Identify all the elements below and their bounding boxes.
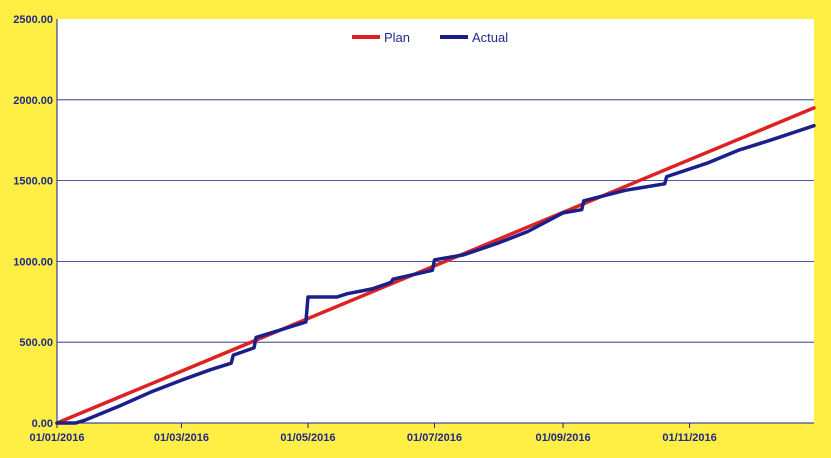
x-tick-label: 01/11/2016: [662, 432, 716, 444]
legend: Plan Actual: [352, 30, 508, 45]
series-line-actual: [55, 123, 816, 425]
legend-label-plan: Plan: [384, 30, 410, 45]
y-tick-label: 500.00: [19, 337, 53, 349]
y-tick-labels: 0.00 500.00 1000.00 1500.00 2000.00 2500.00: [13, 14, 53, 430]
series-line-plan: [55, 106, 816, 425]
x-tick-label: 01/03/2016: [154, 432, 209, 444]
plot-area: [57, 19, 814, 423]
gridlines: [57, 99, 814, 343]
x-tick-labels: 01/01/2016 01/03/2016 01/05/2016 01/07/2016…: [29, 423, 717, 444]
x-tick-label: 01/07/2016: [407, 432, 462, 444]
y-tick-label: 2000.00: [13, 95, 53, 107]
x-tick-label: 01/01/2016: [29, 432, 84, 444]
y-tick-label: 2500.00: [13, 14, 53, 26]
y-tick-label: 0.00: [32, 418, 53, 430]
legend-label-actual: Actual: [472, 30, 508, 45]
x-tick-label: 01/05/2016: [280, 432, 335, 444]
series-lines: [55, 106, 816, 425]
y-tick-label: 1500.00: [13, 176, 53, 188]
x-tick-label: 01/09/2016: [536, 432, 591, 444]
y-tick-label: 1000.00: [13, 256, 53, 268]
